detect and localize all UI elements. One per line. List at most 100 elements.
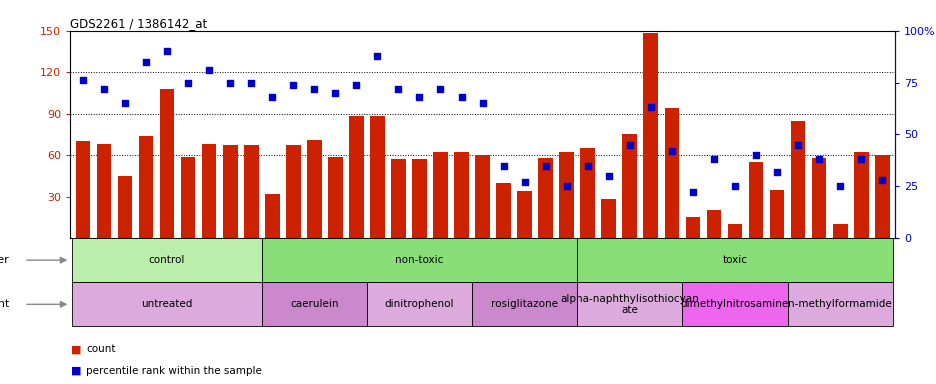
Text: dimethylnitrosamine: dimethylnitrosamine xyxy=(680,299,788,310)
Point xyxy=(495,162,510,169)
Bar xyxy=(76,141,90,238)
Point xyxy=(96,86,111,92)
Bar xyxy=(243,146,258,238)
Bar xyxy=(370,116,385,238)
Bar xyxy=(261,238,577,282)
Bar xyxy=(472,282,577,326)
Point xyxy=(223,79,238,86)
Point xyxy=(328,90,343,96)
Text: control: control xyxy=(149,255,185,265)
Text: non-toxic: non-toxic xyxy=(395,255,443,265)
Point xyxy=(348,81,363,88)
Text: count: count xyxy=(86,344,115,354)
Point xyxy=(454,94,469,100)
Point xyxy=(643,104,658,111)
Bar xyxy=(643,33,657,238)
Point xyxy=(306,86,321,92)
Bar xyxy=(496,183,510,238)
Point xyxy=(432,86,447,92)
Point xyxy=(159,48,174,55)
Bar xyxy=(139,136,154,238)
Bar xyxy=(681,282,787,326)
Bar xyxy=(432,152,447,238)
Point xyxy=(285,81,300,88)
Text: rosiglitazone: rosiglitazone xyxy=(490,299,558,310)
Point xyxy=(832,183,847,189)
Point xyxy=(75,78,90,84)
Point xyxy=(370,53,385,59)
Point xyxy=(559,183,574,189)
Point xyxy=(517,179,532,185)
Bar xyxy=(96,144,111,238)
Bar xyxy=(685,217,699,238)
Point xyxy=(201,67,216,73)
Bar xyxy=(454,152,468,238)
Bar xyxy=(348,116,363,238)
Bar xyxy=(874,155,888,238)
Bar xyxy=(748,162,763,238)
Bar xyxy=(727,224,741,238)
Point xyxy=(412,94,427,100)
Bar xyxy=(706,210,721,238)
Bar xyxy=(412,159,427,238)
Text: toxic: toxic xyxy=(722,255,747,265)
Point xyxy=(601,173,616,179)
Bar xyxy=(787,282,892,326)
Bar xyxy=(832,224,846,238)
Bar xyxy=(159,89,174,238)
Point xyxy=(537,162,552,169)
Bar xyxy=(579,148,594,238)
Bar xyxy=(118,176,132,238)
Bar xyxy=(664,108,679,238)
Point xyxy=(265,94,280,100)
Bar xyxy=(390,159,405,238)
Bar xyxy=(601,199,616,238)
Point xyxy=(768,169,783,175)
Bar xyxy=(201,144,216,238)
Text: dinitrophenol: dinitrophenol xyxy=(385,299,454,310)
Bar xyxy=(72,282,261,326)
Bar xyxy=(265,194,279,238)
Point xyxy=(475,100,490,106)
Point xyxy=(811,156,826,162)
Bar xyxy=(768,190,783,238)
Bar xyxy=(577,282,681,326)
Point xyxy=(390,86,405,92)
Bar xyxy=(223,146,237,238)
Text: caerulein: caerulein xyxy=(290,299,338,310)
Text: ■: ■ xyxy=(71,366,81,376)
Text: percentile rank within the sample: percentile rank within the sample xyxy=(86,366,262,376)
Point xyxy=(726,183,741,189)
Point xyxy=(181,79,196,86)
Bar xyxy=(537,158,552,238)
Point xyxy=(853,156,868,162)
Bar xyxy=(72,238,261,282)
Point xyxy=(117,100,132,106)
Text: alpha-naphthylisothiocyan
ate: alpha-naphthylisothiocyan ate xyxy=(560,293,698,315)
Text: other: other xyxy=(0,255,9,265)
Point xyxy=(748,152,763,158)
Bar xyxy=(285,146,300,238)
Bar xyxy=(261,282,367,326)
Bar xyxy=(307,140,321,238)
Bar xyxy=(577,238,892,282)
Point xyxy=(790,142,805,148)
Text: ■: ■ xyxy=(71,344,81,354)
Bar xyxy=(328,157,343,238)
Bar xyxy=(853,152,868,238)
Bar xyxy=(181,157,196,238)
Bar xyxy=(622,134,636,238)
Text: untreated: untreated xyxy=(141,299,193,310)
Text: GDS2261 / 1386142_at: GDS2261 / 1386142_at xyxy=(70,17,207,30)
Bar xyxy=(367,282,472,326)
Point xyxy=(622,142,636,148)
Point xyxy=(706,156,721,162)
Bar xyxy=(517,191,532,238)
Point xyxy=(139,59,154,65)
Bar xyxy=(475,155,490,238)
Point xyxy=(243,79,258,86)
Text: n-methylformamide: n-methylformamide xyxy=(787,299,891,310)
Point xyxy=(579,162,594,169)
Bar xyxy=(790,121,805,238)
Point xyxy=(684,189,699,195)
